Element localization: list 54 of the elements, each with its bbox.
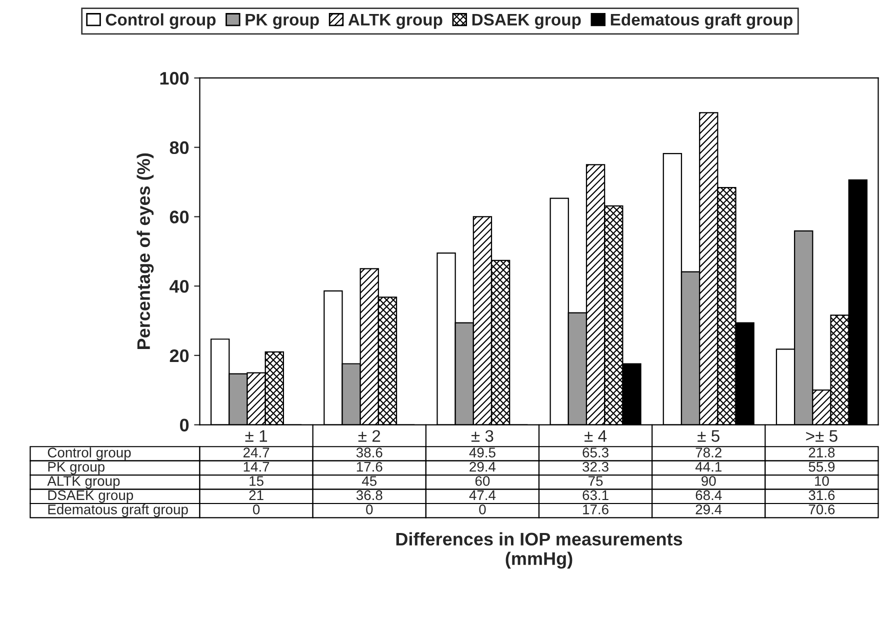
y-tick-label: 0 — [180, 418, 189, 432]
data-label: 0 — [366, 504, 373, 514]
x-tick-label: ± 3 — [471, 430, 494, 442]
y-tick-label: 60 — [170, 210, 189, 224]
y-tick-label: 40 — [170, 280, 189, 293]
data-label: 21.8 — [808, 448, 835, 458]
data-label: 78.2 — [696, 448, 722, 458]
data-label: 55.9 — [808, 462, 835, 472]
data-label: 17.6 — [583, 504, 608, 514]
data-label: 44.1 — [695, 462, 722, 472]
text: PK group — [48, 462, 105, 474]
data-label: 68.4 — [696, 490, 722, 500]
data-label: 63.1 — [582, 490, 608, 500]
data-label: 10 — [815, 476, 829, 486]
data-label: 70.6 — [808, 504, 835, 514]
text: Differences in IOP measurements (mmHg) — [396, 532, 682, 569]
data-label: 65.3 — [582, 448, 608, 458]
data-label: 15 — [250, 476, 264, 486]
legend-label: DSAEK group — [472, 14, 581, 29]
data-label: 29.4 — [470, 462, 496, 472]
text: Control group — [48, 447, 131, 460]
data-label: 49.5 — [469, 448, 496, 458]
data-label: 14.7 — [244, 462, 270, 472]
x-tick-label: ± 1 — [245, 430, 268, 442]
data-label: 38.6 — [356, 448, 382, 458]
data-label: 24.7 — [243, 448, 270, 458]
data-label: 45 — [362, 476, 377, 486]
data-label: 36.8 — [356, 490, 382, 500]
text: DSAEK group — [48, 490, 134, 503]
data-label: 17.6 — [356, 462, 382, 472]
legend-label: Control group — [106, 13, 216, 29]
data-label: 0 — [252, 504, 260, 514]
y-tick-label: 20 — [170, 349, 189, 362]
data-label: 31.6 — [808, 490, 835, 500]
x-tick-label: ± 5 — [698, 430, 720, 442]
y-axis-title: Percentage of eyes (%) — [136, 153, 154, 350]
legend-label: Edematous graft group — [610, 13, 792, 29]
text: Edematous graft group — [48, 504, 188, 518]
data-label: 32.3 — [582, 462, 608, 472]
x-tick-label: >± 5 — [806, 430, 838, 442]
text: ALTK group — [47, 476, 120, 489]
y-tick-label: 100 — [160, 72, 189, 85]
data-label: 90 — [702, 476, 716, 486]
data-label: 60 — [475, 476, 490, 486]
data-label: 75 — [588, 476, 603, 486]
data-label: 21 — [249, 490, 264, 500]
y-tick-label: 80 — [170, 141, 189, 154]
legend-label: PK group — [246, 14, 319, 29]
data-label: 0 — [479, 504, 486, 514]
data-label: 29.4 — [696, 504, 722, 514]
legend-label: ALTK group — [348, 14, 442, 29]
x-tick-label: ± 2 — [358, 430, 380, 442]
data-label: 47.4 — [469, 490, 496, 500]
x-tick-label: ± 4 — [584, 430, 607, 442]
